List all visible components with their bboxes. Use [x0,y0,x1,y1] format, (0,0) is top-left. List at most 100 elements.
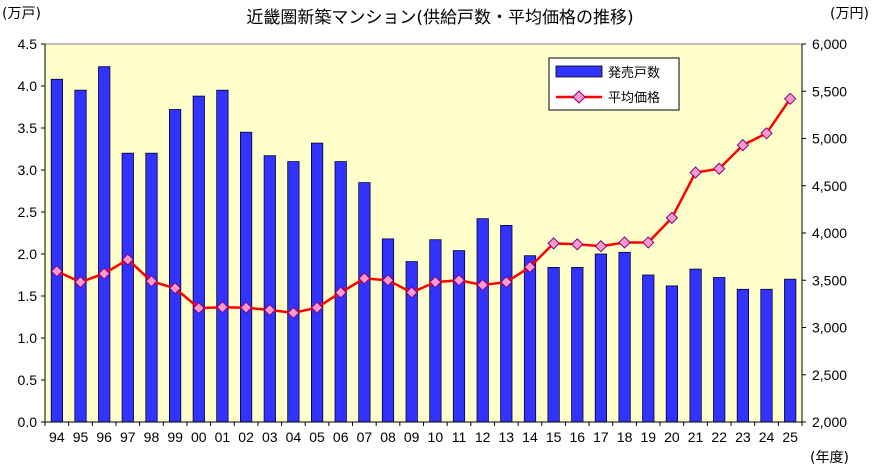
bar [736,288,750,423]
bar [689,268,702,423]
x-tick-label: 04 [286,429,302,445]
right-tick-label: 2,000 [812,414,847,430]
x-tick-label: 13 [499,429,515,445]
left-tick-label: 0.5 [18,372,38,388]
x-tick-label: 10 [428,429,444,445]
legend-bar-label: 発売戸数 [608,65,660,81]
bar [239,131,253,423]
x-tick-label: 20 [664,429,680,445]
bar [429,239,442,423]
x-tick-label: 16 [569,429,585,445]
x-tick-label: 17 [593,429,609,445]
price-marker [97,267,111,280]
right-tick-label: 3,000 [812,320,847,336]
price-marker [689,166,702,179]
plot-area [44,43,803,423]
bar [121,152,134,423]
price-marker [618,236,631,249]
price-marker [239,301,253,314]
left-tick-label: 0.0 [18,414,38,430]
right-tick-label: 4,000 [812,225,847,241]
left-tick-label: 3.5 [18,120,38,136]
price-marker [500,275,513,289]
x-tick-label: 25 [782,429,798,445]
bar [760,288,773,423]
x-tick-label: 01 [215,429,231,445]
right-tick-label: 6,000 [812,36,847,52]
x-tick-label: 24 [759,429,775,445]
line-series [50,92,797,320]
price-marker [381,274,395,287]
x-tick-label: 99 [167,429,183,445]
x-tick-label: 95 [73,429,89,445]
right-tick-label: 5,000 [812,131,847,147]
price-marker [571,238,584,251]
price-marker [192,301,205,315]
left-tick-label: 2.5 [18,204,38,220]
x-tick-label: 05 [309,429,325,445]
legend-line-marker [572,90,586,104]
price-marker [310,301,324,314]
bar [381,238,395,423]
left-tick-label: 3.0 [18,162,38,178]
x-tick-label: 12 [475,429,491,445]
bar [571,266,584,423]
price-marker [736,138,750,152]
price-marker [760,127,773,140]
legend-bar-swatch [555,65,603,78]
price-marker [334,286,347,299]
bar [594,253,608,423]
right-tick-label: 5,500 [812,83,847,99]
bar [358,182,371,423]
bar [784,278,797,423]
left-tick-label: 2.0 [18,246,38,262]
bar [145,152,158,423]
x-tick-label: 19 [640,429,656,445]
right-tick-label: 4,500 [812,178,847,194]
price-marker [476,278,489,292]
price-marker [74,275,87,289]
price-marker [358,272,371,285]
left-axis-unit: (万戸) [2,6,41,22]
price-marker [216,300,229,314]
x-tick-label: 94 [49,429,65,445]
price-marker [642,236,655,249]
price-marker [547,237,560,250]
x-tick-label: 03 [262,429,278,445]
price-line [56,98,792,315]
right-axis-unit: (万円) [830,6,869,22]
x-axis-unit: (年度) [810,450,849,466]
price-marker [665,211,679,225]
bar [263,155,276,423]
x-tick-label: 11 [452,429,467,445]
left-tick-label: 1.0 [18,330,38,346]
x-tick-label: 07 [357,429,373,445]
bar [618,251,631,423]
price-marker [145,274,158,288]
bar [642,274,655,423]
price-marker [523,260,537,274]
bar [168,109,182,423]
axes: 0.0 0.5 1.0 1.5 2.0 2.5 3.0 3.5 4.0 4.5 2,000 2,500… [18,36,848,445]
price-marker [168,282,182,295]
bar [287,161,300,423]
x-tick-label: 97 [120,429,136,445]
price-marker [783,92,797,106]
price-marker [287,306,300,320]
bar [216,89,229,423]
x-tick-label: 02 [238,429,254,445]
bar [192,95,205,423]
x-tick-label: 96 [96,429,112,445]
chart-title: 近畿圏新築マンション(供給戸数・平均価格の推移) [246,8,633,28]
price-marker [712,162,726,175]
x-tick-label: 14 [522,429,538,445]
legend: 発売戸数 平均価格 [548,57,680,111]
left-tick-label: 1.5 [18,288,38,304]
x-tick-label: 15 [546,429,562,445]
x-tick-label: 00 [191,429,207,445]
bar [665,285,679,423]
x-tick-label: 09 [404,429,420,445]
x-tick-label: 98 [144,429,160,445]
x-tick-label: 06 [333,429,349,445]
right-tick-label: 3,500 [812,272,847,288]
